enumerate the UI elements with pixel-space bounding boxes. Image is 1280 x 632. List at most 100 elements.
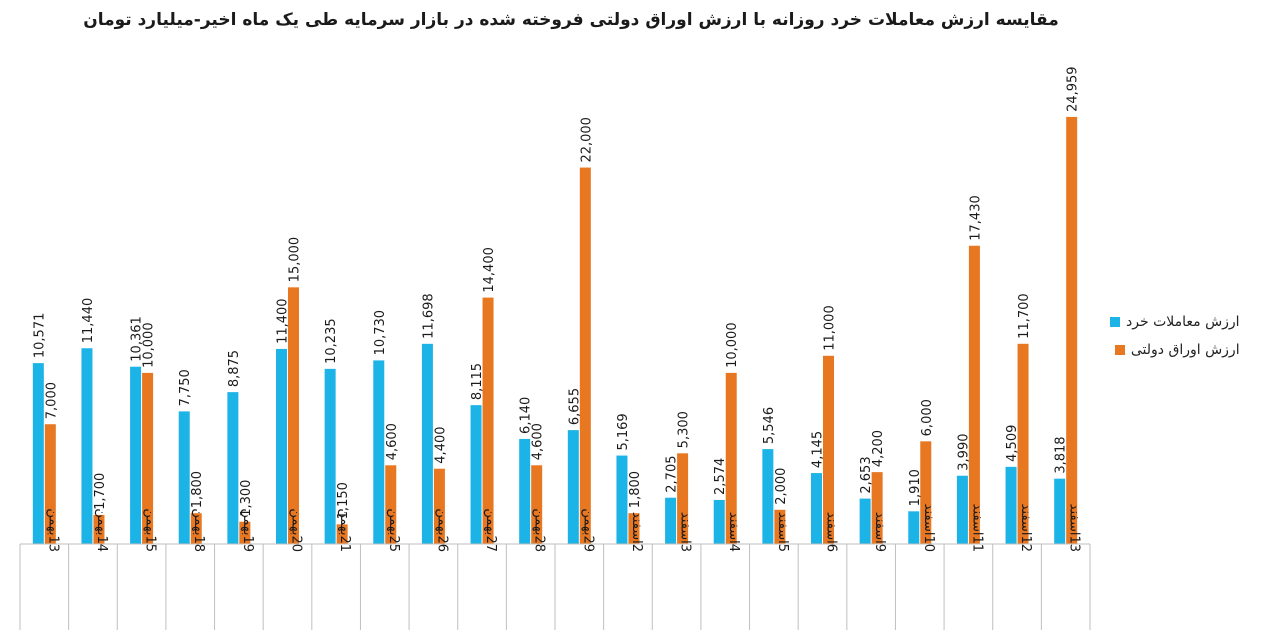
bar-retail-1 [81, 348, 93, 544]
bar-bonds-2 [142, 372, 154, 544]
value-label-bonds-13: 5,300 [677, 411, 692, 448]
bar-bonds-18 [920, 441, 932, 544]
category-label-6: 21بهمن [337, 508, 352, 552]
value-label-bonds-5: 15,000 [288, 237, 303, 283]
bar-retail-13 [665, 497, 677, 544]
value-label-bonds-9: 14,400 [482, 247, 497, 292]
value-label-bonds-12: 1,800 [628, 471, 643, 508]
category-label-15: 5اسفند [775, 512, 790, 552]
bars-group [32, 116, 1078, 545]
bar-bonds-9 [482, 297, 494, 544]
value-label-bonds-14: 10,000 [725, 322, 740, 368]
value-label-bonds-10: 4,600 [531, 423, 546, 460]
category-label-0: 13بهمن [45, 508, 60, 552]
value-label-retail-1: 11,440 [81, 298, 96, 344]
bar-bonds-16 [823, 355, 834, 544]
value-label-retail-9: 8,115 [470, 363, 485, 400]
bar-bonds-8 [433, 468, 445, 544]
value-label-bonds-8: 4,400 [433, 426, 448, 463]
bar-bonds-4 [239, 521, 251, 544]
bar-bonds-7 [385, 465, 397, 544]
legend-swatch-bonds [1114, 345, 1125, 355]
value-label-retail-13: 2,705 [665, 455, 680, 492]
category-label-7: 25بهمن [386, 508, 401, 552]
category-label-18: 10اسفند [921, 504, 936, 552]
value-label-bonds-3: 1,800 [190, 471, 205, 508]
bar-retail-10 [519, 438, 531, 544]
value-label-retail-7: 10,730 [373, 310, 388, 356]
bar-bonds-21 [1066, 116, 1078, 545]
bar-bonds-12 [628, 513, 640, 544]
legend: ارزش معاملات خرد ارزش اوراق دولتی [1110, 308, 1240, 364]
category-label-14: 4اسفند [726, 512, 741, 552]
bar-bonds-3 [190, 513, 202, 544]
legend-item-bonds: ارزش اوراق دولتی [1110, 336, 1240, 364]
value-label-retail-18: 1,910 [908, 469, 923, 506]
chart-title: مقایسه ارزش معاملات خرد روزانه با ارزش ا… [83, 10, 1059, 30]
value-label-retail-6: 10,235 [324, 318, 339, 364]
value-label-bonds-4: 1,300 [239, 480, 254, 517]
value-label-retail-11: 6,655 [567, 388, 582, 425]
value-label-retail-21: 3,818 [1054, 436, 1069, 473]
value-labels-group: 10,5717,00011,4401,70010,36110,0007,7501… [32, 66, 1080, 519]
bar-retail-2 [130, 366, 142, 544]
bar-bonds-17 [871, 472, 883, 544]
bar-bonds-15 [774, 509, 786, 544]
bar-retail-12 [616, 455, 628, 544]
bar-retail-11 [567, 430, 579, 544]
bar-retail-16 [811, 473, 822, 544]
bar-retail-7 [373, 360, 385, 544]
value-label-retail-20: 4,509 [1005, 425, 1020, 462]
value-label-bonds-2: 10,000 [142, 322, 157, 368]
category-label-16: 6اسفند [824, 512, 839, 552]
bar-bonds-1 [93, 514, 105, 544]
category-label-11: 29بهمن [580, 508, 595, 552]
bar-retail-15 [762, 449, 774, 544]
value-label-retail-5: 11,400 [276, 298, 291, 344]
category-label-10: 28بهمن [532, 508, 547, 552]
legend-item-retail: ارزش معاملات خرد [1110, 308, 1240, 336]
bar-bonds-6 [336, 524, 348, 544]
bar-bonds-5 [288, 287, 299, 544]
bar-bonds-10 [531, 465, 543, 544]
value-label-retail-16: 4,145 [811, 431, 826, 468]
value-label-bonds-7: 4,600 [385, 423, 400, 460]
category-label-1: 14بهمن [94, 508, 109, 552]
category-label-13: 3اسفند [678, 512, 693, 552]
category-label-8: 26بهمن [434, 508, 449, 552]
bar-retail-9 [470, 405, 482, 544]
bar-retail-3 [178, 411, 190, 544]
bar-bonds-0 [44, 424, 56, 544]
bar-retail-8 [421, 343, 433, 544]
category-label-5: 20بهمن [289, 508, 304, 552]
value-label-bonds-16: 11,000 [823, 305, 838, 351]
value-label-retail-4: 8,875 [227, 350, 242, 387]
value-label-bonds-20: 11,700 [1017, 293, 1032, 339]
value-label-retail-10: 6,140 [519, 397, 534, 434]
value-label-bonds-17: 4,200 [871, 430, 886, 467]
category-label-20: 12اسفند [1018, 504, 1033, 552]
category-label-17: 9اسفند [872, 512, 887, 552]
bar-retail-19 [956, 475, 968, 544]
x-axis [19, 543, 1091, 630]
value-label-retail-19: 3,990 [956, 434, 971, 471]
value-label-retail-3: 7,750 [178, 369, 193, 406]
bar-retail-14 [713, 499, 725, 544]
value-label-retail-2: 10,361 [130, 316, 145, 362]
bar-retail-18 [908, 511, 920, 544]
value-label-retail-12: 5,169 [616, 413, 631, 450]
value-label-bonds-18: 6,000 [920, 399, 935, 436]
category-label-4: 19بهمن [240, 508, 255, 552]
value-label-retail-17: 2,653 [859, 456, 874, 493]
value-label-retail-8: 11,698 [421, 293, 436, 339]
category-label-2: 15بهمن [143, 508, 158, 552]
category-label-9: 27بهمن [483, 508, 498, 552]
category-label-12: 2اسفند [629, 512, 644, 552]
category-label-3: 18بهمن [191, 508, 206, 552]
value-label-bonds-6: 1,150 [336, 482, 351, 519]
bar-retail-6 [324, 368, 336, 544]
bar-retail-0 [32, 363, 44, 544]
category-label-21: 13اسفند [1067, 504, 1082, 552]
value-label-bonds-11: 22,000 [579, 117, 594, 163]
